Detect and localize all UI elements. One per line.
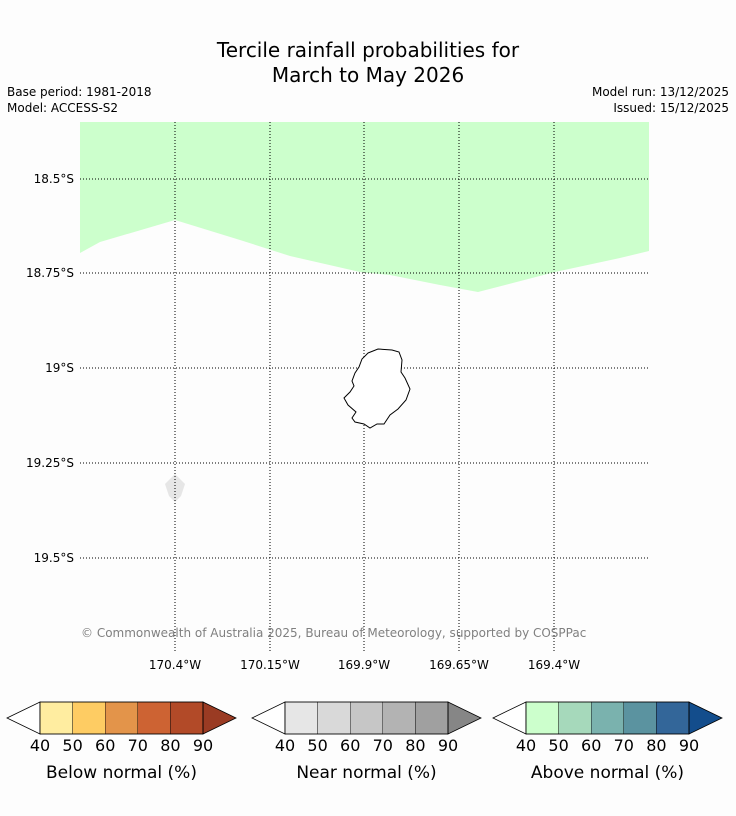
near-normal-region (165, 474, 185, 502)
model-text: Model: ACCESS-S2 (7, 101, 119, 115)
colorbar-tick-label: 90 (438, 736, 458, 755)
colorbar-tick-label: 40 (30, 736, 50, 755)
colorbar-over-arrow (688, 701, 723, 735)
colorbar-cell (382, 701, 416, 735)
legends: 40 50 60 70 80 90 Below normal (%) 40 50 60 70 80 90… (6, 701, 723, 783)
map-title: Tercile rainfall probabilities for March… (0, 38, 736, 88)
colorbar-tick-label: 80 (646, 736, 666, 755)
colorbar-tick-label: 50 (307, 736, 327, 755)
colorbar-tick-label: 60 (581, 736, 601, 755)
colorbar-tick-label: 70 (128, 736, 148, 755)
colorbar-outline (39, 701, 204, 735)
colorbar-cell (39, 701, 73, 735)
colorbar-label: Above normal (%) (531, 763, 684, 783)
colorbar-tick-label: 70 (614, 736, 634, 755)
issued-text: Issued: 15/12/2025 (613, 101, 729, 115)
colorbar-cell (104, 701, 138, 735)
colorbar-tick-label: 40 (516, 736, 536, 755)
lon-label: 169.65°W (429, 658, 489, 672)
graticule (80, 122, 649, 653)
title-line-1: Tercile rainfall probabilities for (216, 38, 520, 62)
island-coastline (343, 348, 411, 429)
meta-left: Base period: 1981-2018 Model: ACCESS-S2 (7, 84, 152, 116)
colorbar-under-arrow (251, 701, 286, 735)
lat-label: 19.5°S (34, 551, 74, 565)
colorbar-over-arrow (202, 701, 237, 735)
colorbar-cell (137, 701, 171, 735)
colorbar-label: Below normal (%) (46, 763, 197, 783)
lon-label: 169.4°W (528, 658, 580, 672)
lat-label: 18.75°S (26, 266, 74, 280)
colorbar-cell (558, 701, 592, 735)
colorbar-0: 40 50 60 70 80 90 Below normal (%) (6, 701, 237, 783)
lat-label: 19.25°S (26, 456, 74, 470)
colorbar-tick-label: 60 (95, 736, 115, 755)
lat-label: 18.5°S (34, 172, 74, 186)
colorbar-outline (525, 701, 690, 735)
colorbar-cell (350, 701, 384, 735)
colorbar-tick-label: 90 (679, 736, 699, 755)
above-normal-region (80, 122, 649, 292)
colorbar-tick-label: 80 (405, 736, 425, 755)
colorbar-cell (284, 701, 318, 735)
colorbar-tick-label: 80 (160, 736, 180, 755)
copyright-text: © Commonwealth of Australia 2025, Bureau… (81, 626, 586, 640)
colorbar-label: Near normal (%) (296, 763, 436, 783)
colorbar-tick-label: 50 (62, 736, 82, 755)
colorbar-cell (591, 701, 625, 735)
lat-label: 19°S (45, 361, 74, 375)
colorbar-tick-label: 60 (340, 736, 360, 755)
colorbar-cell (525, 701, 559, 735)
colorbar-tick-label: 40 (275, 736, 295, 755)
colorbar-cell (656, 701, 690, 735)
model-run-text: Model run: 13/12/2025 (591, 85, 729, 99)
colorbar-cell (317, 701, 351, 735)
colorbar-tick-label: 70 (373, 736, 393, 755)
colorbar-cell (170, 701, 204, 735)
colorbar-over-arrow (447, 701, 482, 735)
meta-right: Model run: 13/12/2025 Issued: 15/12/2025 (592, 84, 729, 116)
colorbar-tick-label: 90 (193, 736, 213, 755)
base-period-text: Base period: 1981-2018 (7, 85, 152, 99)
title-line-2: March to May 2026 (271, 63, 465, 87)
lon-label: 170.4°W (149, 658, 201, 672)
colorbar-cell (623, 701, 657, 735)
lon-label: 169.9°W (338, 658, 390, 672)
colorbar-cell (415, 701, 449, 735)
colorbar-2: 40 50 60 70 80 90 Above normal (%) (492, 701, 723, 783)
colorbar-under-arrow (6, 701, 41, 735)
colorbar-under-arrow (492, 701, 527, 735)
lon-label: 170.15°W (240, 658, 300, 672)
colorbar-cell (72, 701, 106, 735)
colorbar-outline (284, 701, 449, 735)
colorbar-tick-label: 50 (548, 736, 568, 755)
